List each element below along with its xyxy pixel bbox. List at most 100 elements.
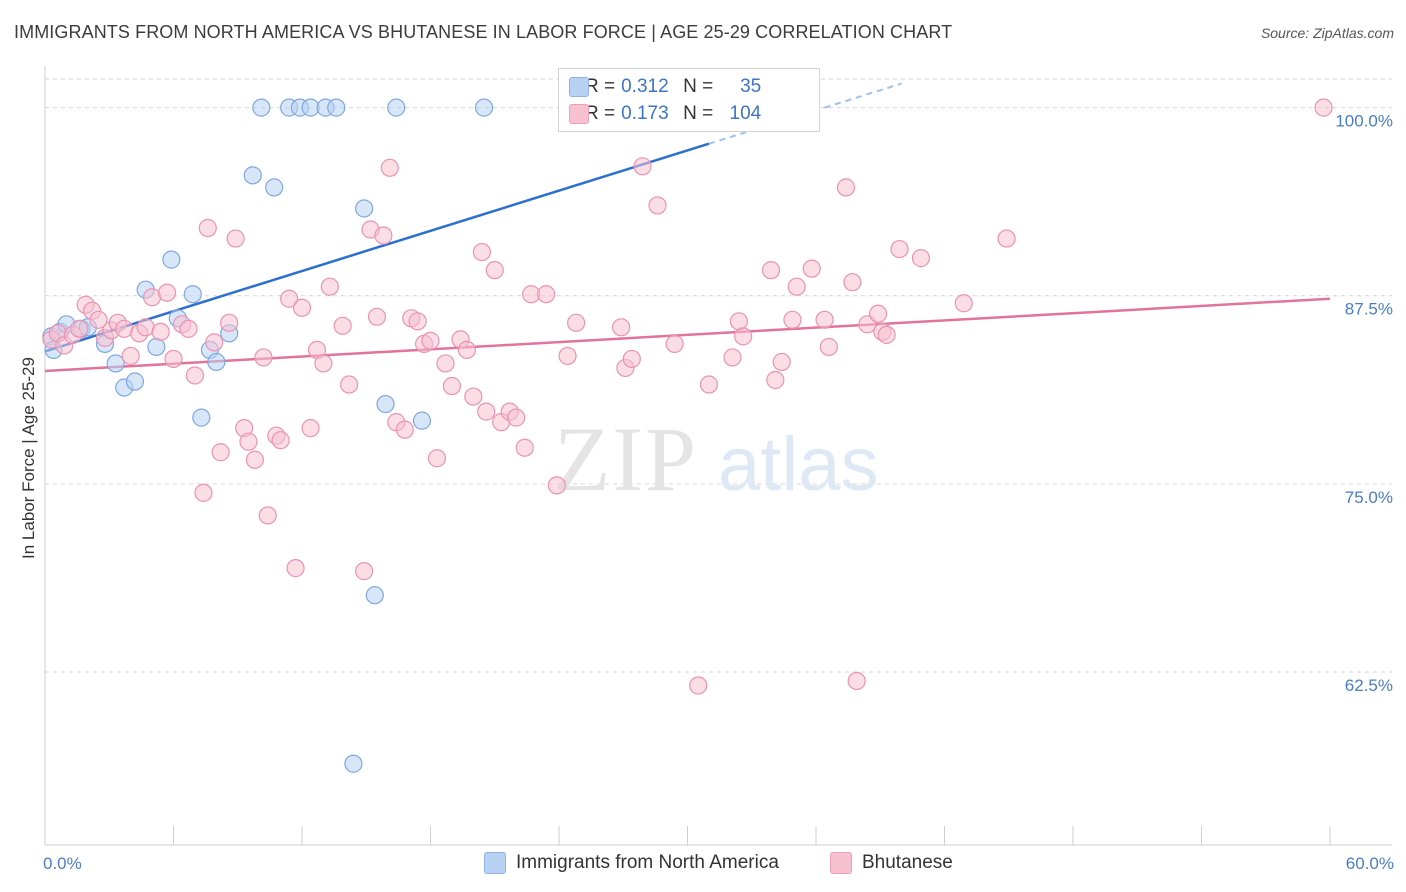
north-america-point — [147, 337, 166, 356]
legend-n-label: N = — [683, 76, 714, 97]
bhutanese-point — [301, 419, 320, 438]
bhutanese-point — [194, 483, 213, 502]
series-swatch-blue — [484, 852, 506, 874]
bhutanese-point — [151, 322, 170, 341]
legend-r-value: 0.173 — [621, 103, 669, 124]
series-name: Bhutanese — [862, 852, 953, 873]
series-swatch-pink — [830, 852, 852, 874]
bhutanese-point — [783, 310, 802, 329]
bhutanese-point — [245, 450, 264, 469]
bhutanese-point — [211, 443, 230, 462]
bhutanese-point — [847, 671, 866, 691]
tick-labels: 62.5% 75.0% 87.5% 100.0% 0.0% 60.0% — [43, 112, 1394, 873]
bhutanese-point — [70, 319, 89, 338]
series-name: Immigrants from North America — [516, 852, 779, 873]
y-tick-label: 75.0% — [1345, 488, 1393, 507]
bhutanese-point — [198, 218, 217, 238]
bhutanese-point — [665, 334, 684, 353]
north-america-point — [106, 354, 125, 373]
north-america-point — [474, 98, 494, 117]
data-points — [42, 98, 1333, 773]
bhutanese-point — [185, 366, 205, 385]
bhutanese-point — [205, 333, 224, 352]
bhutanese-point — [136, 318, 155, 337]
bhutanese-point — [427, 449, 447, 468]
bhutanese-point — [115, 319, 134, 338]
legend-swatch-pink — [569, 104, 589, 124]
bhutanese-point — [408, 312, 427, 331]
bhutanese-point — [612, 318, 631, 337]
bhutanese-point — [271, 431, 290, 450]
legend-r-label: R = — [585, 76, 616, 97]
bhutanese-point — [507, 408, 526, 427]
north-america-point — [355, 199, 374, 218]
x-tick-label-min: 0.0% — [43, 854, 82, 873]
north-america-point — [183, 285, 202, 304]
legend-r-label: R = — [585, 103, 616, 124]
bhutanese-point — [292, 298, 312, 317]
bhutanese-point — [320, 277, 339, 296]
bhutanese-point — [633, 157, 652, 176]
bhutanese-point — [1314, 98, 1333, 117]
x-tick-label-max: 60.0% — [1346, 854, 1394, 873]
north-america-trend-line — [44, 142, 710, 353]
bhutanese-point — [457, 340, 477, 360]
legend-n-label: N = — [683, 103, 714, 124]
bhutanese-point — [239, 432, 258, 451]
bhutanese-point — [142, 288, 162, 307]
legend-n-value: 104 — [729, 103, 762, 124]
bhutanese-point — [890, 239, 909, 259]
bhutanese-point — [179, 319, 198, 338]
bhutanese-point — [802, 259, 821, 278]
series-legend: Immigrants from North America Bhutanese — [0, 852, 1406, 878]
bhutanese-point — [723, 348, 742, 367]
source-credit: Source: ZipAtlas.com — [1260, 25, 1394, 41]
bhutanese-point — [734, 327, 753, 346]
north-america-point — [192, 408, 211, 427]
bhutanese-point — [485, 261, 504, 280]
bhutanese-point — [699, 375, 719, 394]
bhutanese-point — [314, 354, 333, 373]
bhutanese-point — [761, 261, 781, 280]
bhutanese-point — [819, 337, 838, 356]
stats-legend: R = 0.312 N = 35 R = 0.173 N = 104 — [558, 68, 820, 132]
bhutanese-point — [472, 242, 491, 262]
bhutanese-point — [164, 349, 183, 369]
y-tick-label: 100.0% — [1335, 112, 1393, 131]
bhutanese-point — [286, 559, 305, 578]
north-america-point — [412, 411, 432, 430]
north-america-point — [162, 250, 181, 269]
north-america-point — [376, 394, 395, 414]
bhutanese-point — [121, 346, 140, 366]
bhutanese-point — [689, 676, 708, 695]
bhutanese-point — [648, 196, 667, 215]
bhutanese-point — [464, 387, 483, 406]
bhutanese-point — [380, 158, 399, 177]
grid-lines — [45, 78, 1392, 673]
legend-swatch-blue — [569, 77, 589, 97]
watermark-atlas: atlas — [718, 422, 879, 507]
north-america-point — [252, 98, 271, 117]
legend-row-bhutanese: R = 0.173 N = 104 — [569, 101, 762, 127]
legend-r-value: 0.312 — [621, 76, 669, 97]
north-america-point — [327, 98, 346, 117]
bhutanese-point — [477, 402, 496, 421]
bhutanese-point — [787, 277, 806, 296]
bhutanese-point — [367, 307, 387, 326]
bhutanese-point — [954, 294, 973, 313]
bhutanese-point — [997, 229, 1016, 248]
bhutanese-point — [157, 283, 177, 302]
bhutanese-point — [442, 376, 462, 396]
y-axis-label: In Labor Force | Age 25-29 — [19, 357, 38, 559]
north-america-point — [207, 352, 226, 372]
series-legend-item-north-america[interactable]: Immigrants from North America — [484, 852, 779, 874]
legend-n-value: 35 — [740, 76, 762, 97]
series-legend-item-bhutanese[interactable]: Bhutanese — [830, 852, 953, 874]
bhutanese-point — [395, 420, 414, 439]
y-tick-label: 62.5% — [1345, 676, 1393, 695]
chart-title: IMMIGRANTS FROM NORTH AMERICA VS BHUTANE… — [14, 22, 953, 42]
bhutanese-point — [772, 352, 791, 372]
bhutanese-point — [558, 346, 577, 366]
bhutanese-point — [547, 476, 566, 495]
